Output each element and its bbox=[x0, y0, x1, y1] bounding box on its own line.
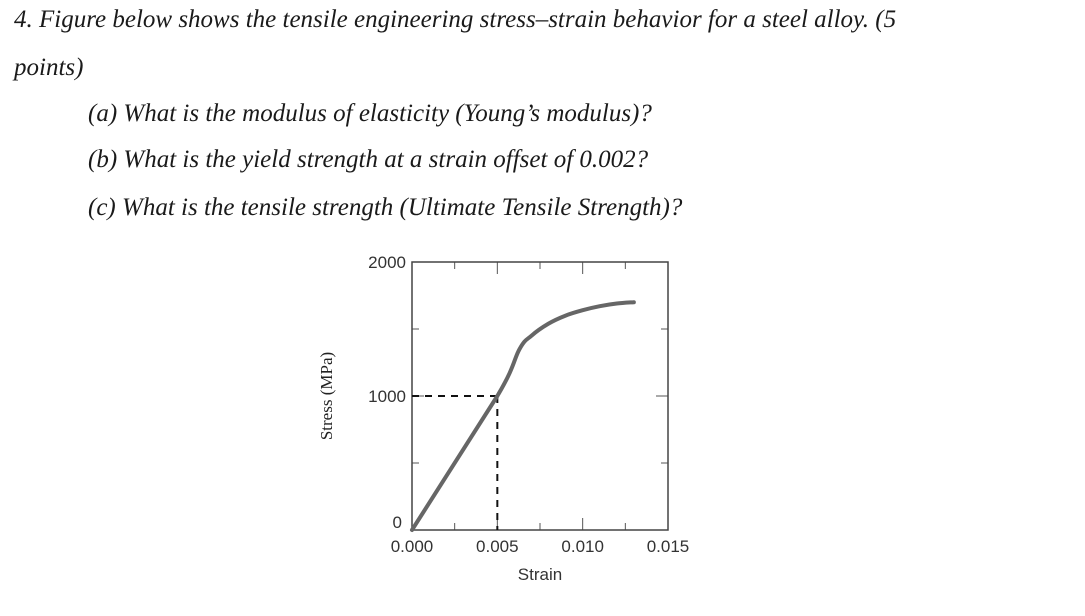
x-tick-label: 0.015 bbox=[647, 537, 690, 556]
reference-lines bbox=[412, 395, 499, 530]
y-axis-label: Stress (MPa) bbox=[317, 352, 336, 440]
x-tick-label: 0.010 bbox=[561, 537, 604, 556]
stress-strain-chart: 0.000 0.005 0.010 0.015 0 1000 2000 Strain St… bbox=[317, 253, 690, 584]
question-line-1: 4. Figure below shows the tensile engine… bbox=[14, 6, 897, 33]
x-tick-labels: 0.000 0.005 0.010 0.015 bbox=[391, 537, 690, 556]
y-tick-label: 1000 bbox=[368, 387, 406, 406]
question-line-2: points) bbox=[14, 54, 84, 81]
x-tick-label: 0.000 bbox=[391, 537, 434, 556]
series-group bbox=[410, 300, 636, 532]
y-tick-labels: 0 1000 2000 bbox=[368, 253, 406, 532]
question-part-a: (a) What is the modulus of elasticity (Y… bbox=[88, 100, 652, 127]
y-tick-label: 2000 bbox=[368, 253, 406, 272]
y-tick-label: 0 bbox=[393, 513, 402, 532]
question-part-c: (c) What is the tensile strength (Ultima… bbox=[88, 194, 683, 221]
x-axis-label: Strain bbox=[518, 565, 562, 584]
x-tick-label: 0.005 bbox=[476, 537, 519, 556]
question-part-b: (b) What is the yield strength at a stra… bbox=[88, 146, 649, 173]
stress-strain-curve bbox=[410, 300, 636, 532]
